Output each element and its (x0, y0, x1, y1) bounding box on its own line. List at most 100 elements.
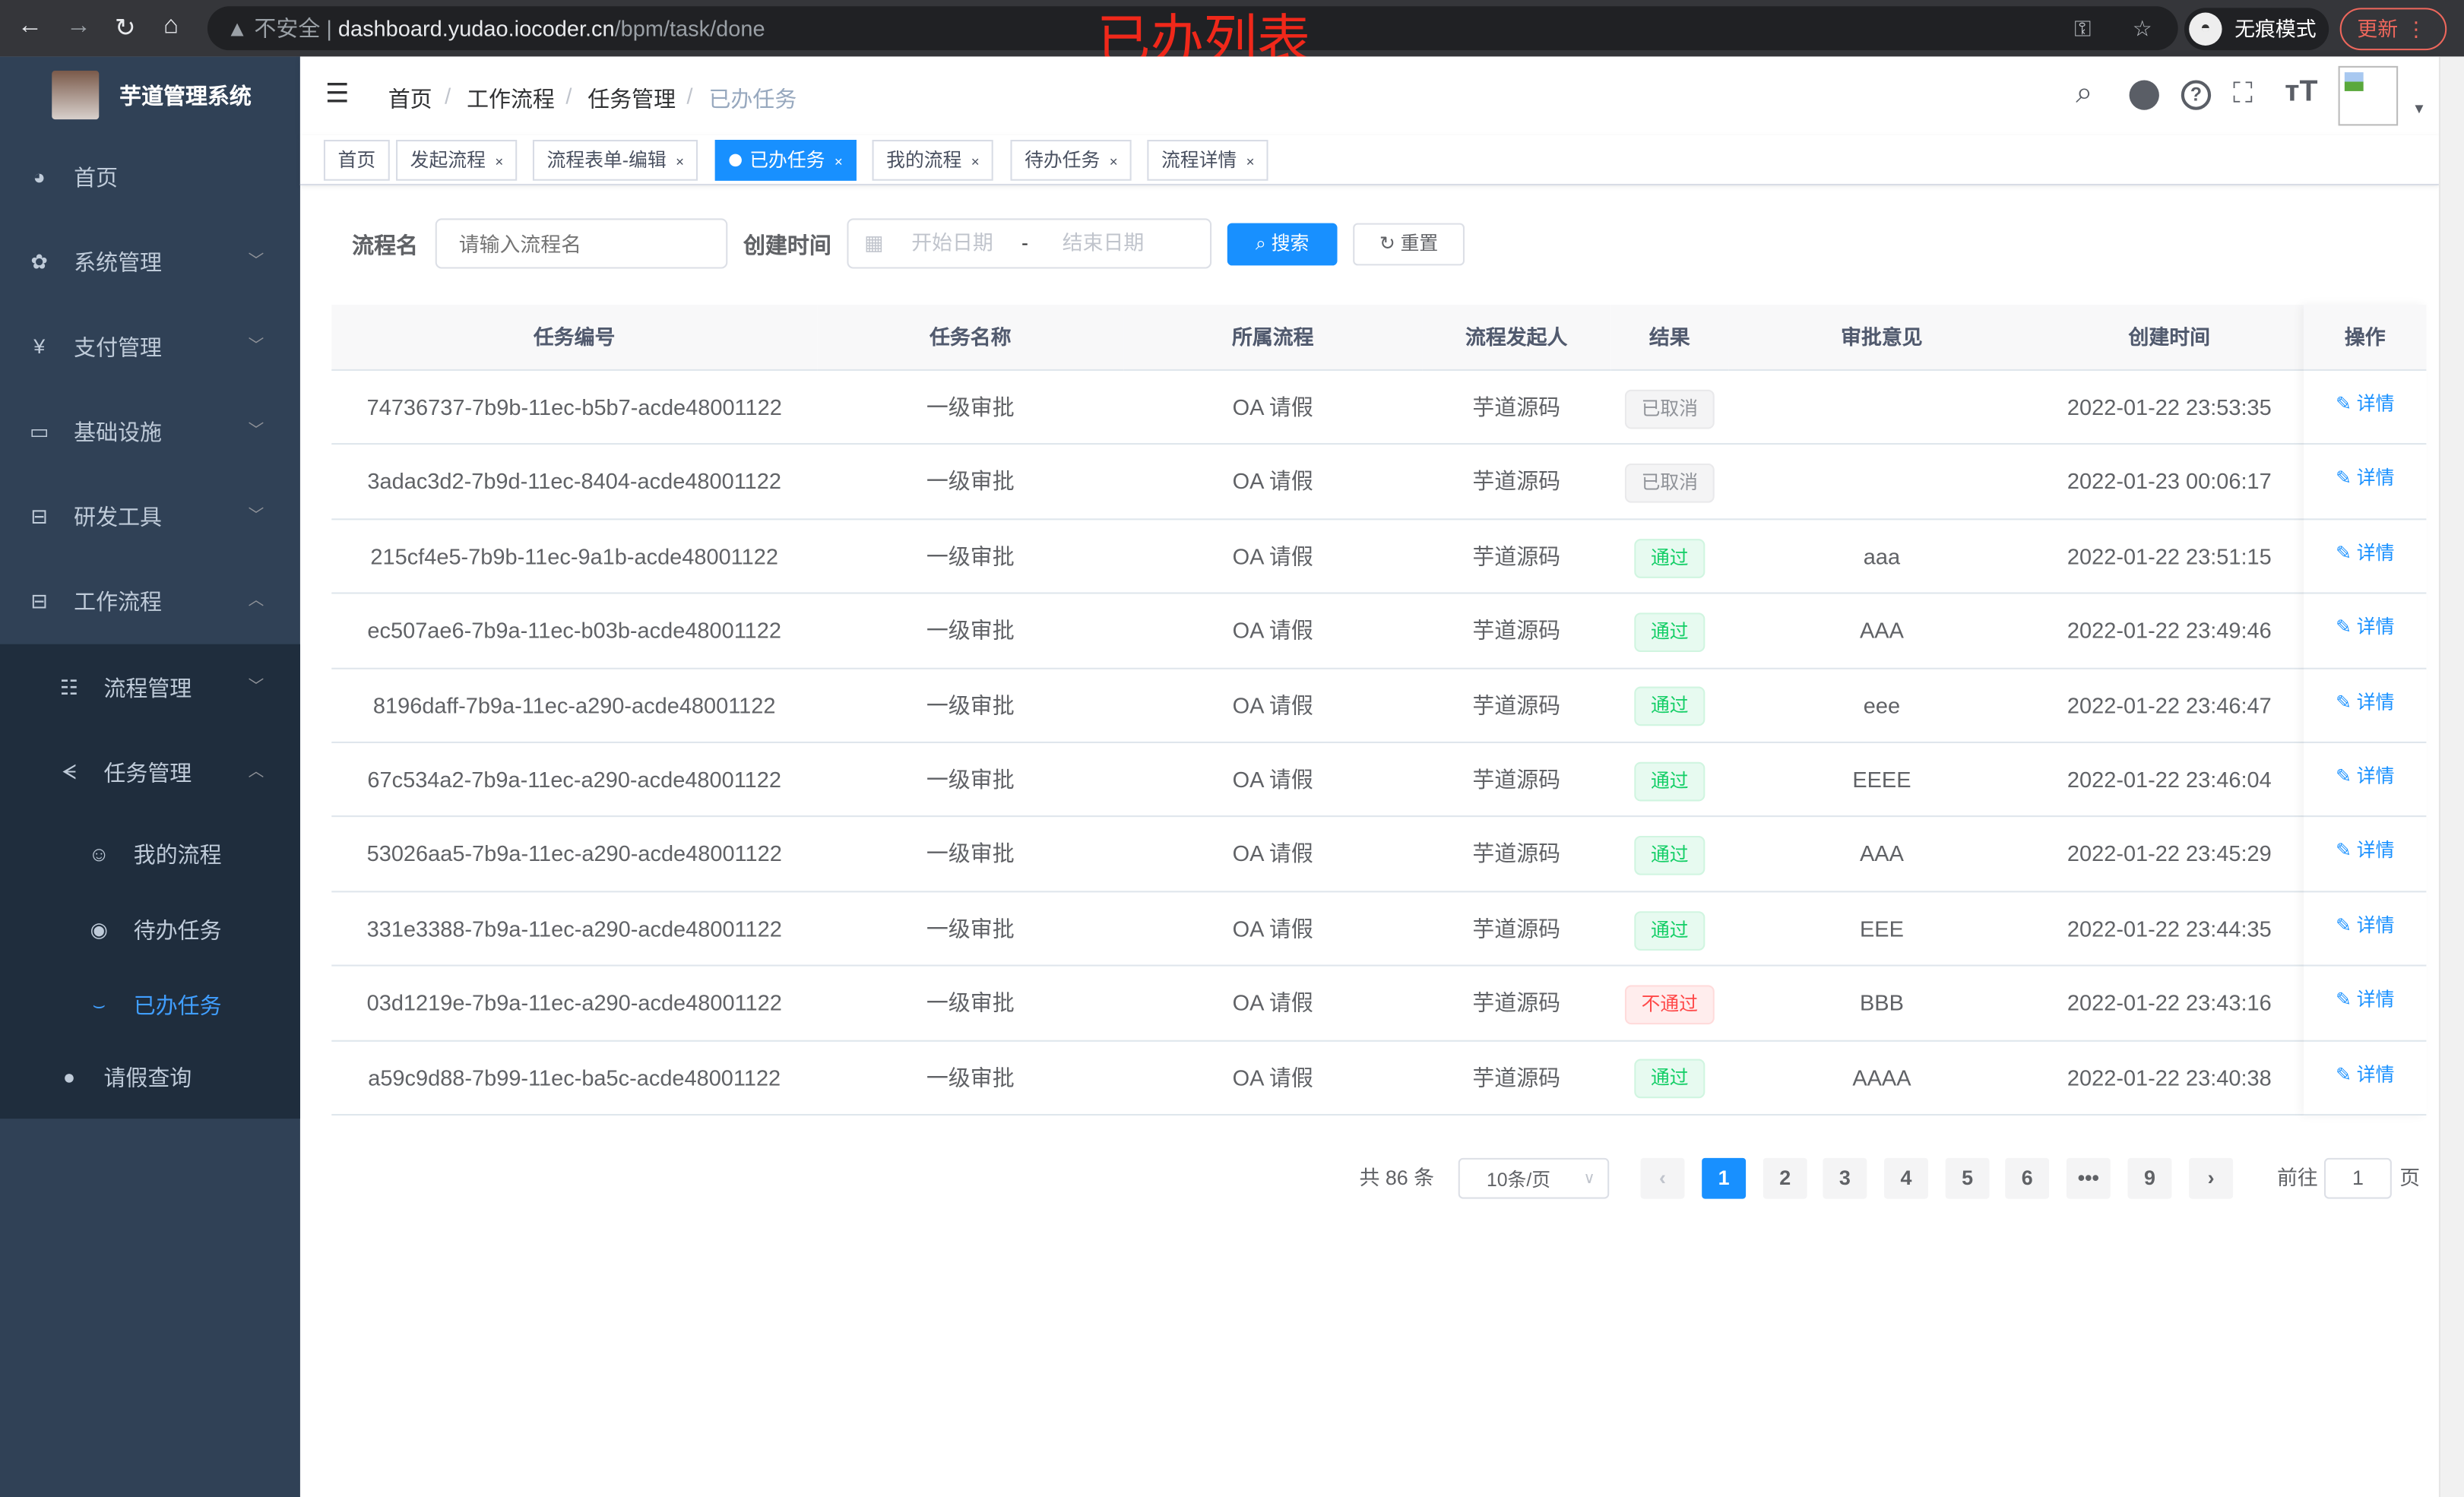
tag-label: 待办任务 (1025, 149, 1101, 172)
tag-tab[interactable]: 我的流程 × (872, 140, 994, 181)
tag-tab[interactable]: 发起流程 × (396, 140, 518, 181)
detail-button[interactable]: ✎ 详情 (2304, 442, 2426, 516)
edit-icon: ✎ (2336, 1062, 2357, 1085)
status-badge: 不通过 (1625, 985, 1714, 1025)
detail-button[interactable]: ✎ 详情 (2304, 889, 2426, 963)
forward-icon[interactable]: → (65, 12, 91, 40)
chevron-down-icon: ∨ (1583, 1170, 1595, 1188)
date-range-picker[interactable]: ▦ 开始日期 - 结束日期 (847, 218, 1212, 269)
close-icon[interactable]: × (971, 153, 980, 170)
cell-comment (1728, 371, 2035, 445)
detail-button[interactable]: ✎ 详情 (2304, 1038, 2426, 1112)
column-header: 操作 (2304, 305, 2427, 371)
prev-page-button[interactable]: ‹ (1640, 1157, 1685, 1199)
cell-starter: 芋道源码 (1472, 989, 1561, 1016)
cell-id: 67c534a2-7b9a-11ec-a290-acde48001122 (367, 766, 781, 793)
detail-button[interactable]: ✎ 详情 (2304, 517, 2426, 590)
sidebar-item[interactable]: ⊟ 工作流程 ︿ (0, 559, 300, 644)
table-row: 67c534a2-7b9a-11ec-a290-acde48001122 一级审批… (331, 740, 2427, 818)
page-button[interactable]: 9 (2127, 1157, 2172, 1199)
sidebar-item[interactable]: ¥ 支付管理 ﹀ (0, 305, 300, 390)
home-icon[interactable]: ⌂ (163, 12, 179, 40)
caret-down-icon[interactable]: ▼ (2412, 100, 2427, 117)
sidebar-item-label: 系统管理 (74, 249, 162, 275)
sidebar-subitem[interactable]: ☷ 流程管理 ﹀ (0, 646, 300, 731)
incognito-label: 无痕模式 (2234, 17, 2317, 41)
help-icon[interactable]: ? (2181, 80, 2212, 110)
edit-icon: ✎ (2336, 392, 2357, 415)
update-button[interactable]: 更新 ⋮ (2339, 8, 2447, 51)
list-icon: ☷ (59, 676, 79, 700)
page-size-select[interactable]: 10条/页 ∨ (1458, 1157, 1610, 1199)
page-button[interactable]: 3 (1823, 1157, 1867, 1199)
status-badge: 已取消 (1625, 464, 1714, 504)
github-icon[interactable] (2129, 80, 2159, 110)
close-icon[interactable]: × (834, 153, 843, 170)
sidebar-subitem[interactable]: ᗕ 任务管理 ︿ (0, 730, 300, 815)
tag-tab[interactable]: 流程表单-编辑 × (532, 140, 698, 181)
breadcrumb-item[interactable]: 工作流程 (467, 86, 555, 112)
breadcrumb-item[interactable]: 任务管理 (587, 86, 676, 112)
time-label: 创建时间 (743, 233, 831, 258)
detail-button[interactable]: ✎ 详情 (2304, 964, 2426, 1037)
sidebar-item[interactable]: ⊟ 研发工具 ﹀ (0, 474, 300, 559)
tag-tab[interactable]: 待办任务 × (1010, 140, 1132, 181)
sidebar-subitem[interactable]: ◉ 待办任务 (0, 891, 300, 969)
font-size-icon[interactable]: тT (2285, 75, 2318, 109)
incognito-badge[interactable]: ◓ 无痕模式 (2184, 8, 2329, 51)
search-button[interactable]: ⌕ 搜索 (1227, 223, 1338, 266)
key-icon[interactable]: ⚿ (2074, 15, 2092, 41)
fullscreen-icon[interactable]: ⛶ (2233, 77, 2253, 109)
tag-tab[interactable]: 已办任务 × (714, 140, 857, 181)
detail-button[interactable]: ✎ 详情 (2304, 815, 2426, 888)
sidebar-subitem-label: 待办任务 (133, 917, 222, 943)
reset-button[interactable]: ↻ 重置 (1353, 223, 1465, 266)
process-name-input[interactable] (435, 218, 728, 269)
status-badge: 通过 (1635, 612, 1705, 653)
next-page-button[interactable]: › (2189, 1157, 2234, 1199)
incognito-icon: ◓ (2189, 12, 2222, 46)
more-pages-button[interactable]: ••• (2066, 1157, 2111, 1199)
search-label: 搜索 (1271, 233, 1310, 255)
address-bar[interactable]: ▲ 不安全 | dashboard.yudao.iocoder.cn/bpm/t… (207, 6, 2178, 51)
hamburger-icon[interactable]: ☰ (325, 78, 350, 109)
close-icon[interactable]: × (676, 153, 684, 170)
sidebar-subitem[interactable]: ⌣ 已办任务 (0, 967, 300, 1045)
back-icon[interactable]: ← (17, 12, 43, 40)
tag-tab[interactable]: 流程详情 × (1147, 140, 1269, 181)
close-icon[interactable]: × (1246, 153, 1255, 170)
detail-button[interactable]: ✎ 详情 (2304, 740, 2426, 814)
tag-tab[interactable]: 首页 (323, 140, 390, 181)
detail-button[interactable]: ✎ 详情 (2304, 368, 2426, 442)
breadcrumb-separator: / (445, 83, 451, 109)
cell-name: 一级审批 (926, 617, 1015, 644)
tag-label: 发起流程 (410, 149, 486, 172)
detail-button[interactable]: ✎ 详情 (2304, 591, 2426, 665)
sidebar-subitem[interactable]: ● 请假查询 (0, 1039, 300, 1117)
cell-process: OA 请假 (1232, 468, 1313, 495)
close-icon[interactable]: × (495, 153, 504, 170)
search-icon[interactable]: ⌕ (2076, 77, 2093, 110)
sidebar-item[interactable]: ▭ 基础设施 ﹀ (0, 390, 300, 475)
page-button[interactable]: 2 (1762, 1157, 1807, 1199)
table-row: 8196daff-7b9a-11ec-a290-acde48001122 一级审批… (331, 666, 2427, 743)
sidebar-item[interactable]: ◕ 首页 (0, 135, 300, 220)
page-button[interactable]: 6 (2005, 1157, 2050, 1199)
star-icon[interactable]: ☆ (2132, 15, 2152, 41)
avatar[interactable] (2338, 65, 2399, 126)
breadcrumb-item[interactable]: 首页 (388, 86, 432, 112)
cell-starter: 芋道源码 (1472, 840, 1561, 867)
close-icon[interactable]: × (1109, 153, 1118, 170)
scrollbar[interactable] (2438, 56, 2464, 1497)
sidebar-subitem[interactable]: ☺ 我的流程 (0, 815, 300, 894)
cell-id: 215cf4e5-7b9b-11ec-9a1b-acde48001122 (370, 543, 778, 569)
reload-icon[interactable]: ↻ (114, 15, 136, 43)
sidebar-item[interactable]: ✿ 系统管理 ﹀ (0, 220, 300, 305)
cell-starter: 芋道源码 (1472, 766, 1561, 793)
page-button[interactable]: 5 (1945, 1157, 1990, 1199)
goto-page-input[interactable] (2323, 1157, 2392, 1199)
range-separator: - (1021, 230, 1028, 255)
page-button[interactable]: 1 (1702, 1157, 1747, 1199)
page-button[interactable]: 4 (1884, 1157, 1928, 1199)
detail-button[interactable]: ✎ 详情 (2304, 666, 2426, 739)
